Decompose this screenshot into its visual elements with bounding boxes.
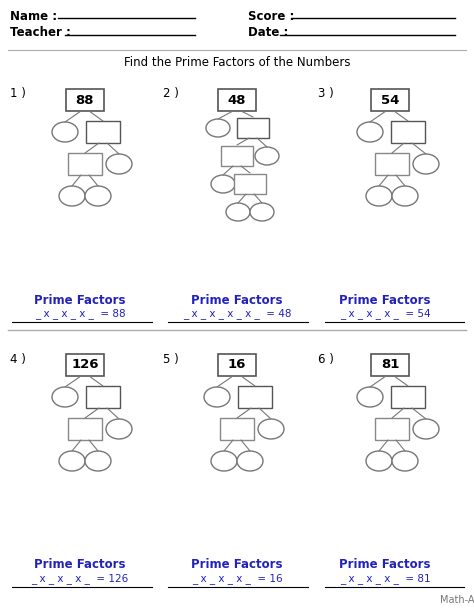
Text: _ x _ x _ x _  = 16: _ x _ x _ x _ = 16 — [191, 574, 283, 584]
Bar — [391, 121, 425, 143]
Bar — [371, 89, 409, 111]
Text: 16: 16 — [228, 359, 246, 371]
Bar — [375, 153, 409, 175]
Text: Prime Factors: Prime Factors — [339, 294, 431, 306]
Ellipse shape — [258, 419, 284, 439]
Text: 81: 81 — [381, 359, 399, 371]
Text: 54: 54 — [381, 94, 399, 107]
Ellipse shape — [52, 387, 78, 407]
Bar — [86, 386, 120, 408]
Bar — [220, 418, 254, 440]
Bar — [238, 386, 272, 408]
Text: _ x _ x _ x _  = 126: _ x _ x _ x _ = 126 — [31, 574, 128, 584]
Ellipse shape — [255, 147, 279, 165]
Ellipse shape — [366, 186, 392, 206]
Ellipse shape — [211, 451, 237, 471]
Bar — [375, 418, 409, 440]
Text: Name :: Name : — [10, 9, 57, 23]
Ellipse shape — [106, 419, 132, 439]
Text: _ x _ x _ x _  = 88: _ x _ x _ x _ = 88 — [35, 308, 125, 319]
Bar — [68, 153, 102, 175]
Ellipse shape — [237, 451, 263, 471]
Ellipse shape — [357, 387, 383, 407]
Ellipse shape — [85, 451, 111, 471]
Ellipse shape — [59, 451, 85, 471]
Ellipse shape — [106, 154, 132, 174]
Ellipse shape — [206, 119, 230, 137]
Text: Prime Factors: Prime Factors — [339, 558, 431, 571]
Text: _ x _ x _ x _  = 81: _ x _ x _ x _ = 81 — [340, 574, 430, 584]
Text: Find the Prime Factors of the Numbers: Find the Prime Factors of the Numbers — [124, 56, 350, 69]
Text: 3 ): 3 ) — [318, 88, 334, 101]
Bar — [371, 354, 409, 376]
Ellipse shape — [392, 451, 418, 471]
Text: 1 ): 1 ) — [10, 88, 26, 101]
Ellipse shape — [250, 203, 274, 221]
Bar — [218, 89, 256, 111]
Ellipse shape — [52, 122, 78, 142]
Ellipse shape — [413, 154, 439, 174]
Bar — [234, 174, 266, 194]
Text: 2 ): 2 ) — [163, 88, 179, 101]
Bar — [86, 121, 120, 143]
Ellipse shape — [204, 387, 230, 407]
Bar — [66, 89, 104, 111]
Bar — [391, 386, 425, 408]
Text: Math-Aids.Com: Math-Aids.Com — [440, 595, 474, 605]
Text: Date :: Date : — [248, 26, 288, 39]
Ellipse shape — [226, 203, 250, 221]
Ellipse shape — [392, 186, 418, 206]
Ellipse shape — [366, 451, 392, 471]
Text: 6 ): 6 ) — [318, 352, 334, 365]
Text: _ x _ x _ x _  = 54: _ x _ x _ x _ = 54 — [340, 308, 430, 319]
Ellipse shape — [59, 186, 85, 206]
Text: 5 ): 5 ) — [163, 352, 179, 365]
Text: 88: 88 — [76, 94, 94, 107]
Text: 126: 126 — [71, 359, 99, 371]
Text: Prime Factors: Prime Factors — [34, 558, 126, 571]
Text: Prime Factors: Prime Factors — [34, 294, 126, 306]
Ellipse shape — [413, 419, 439, 439]
Bar — [66, 354, 104, 376]
Text: Prime Factors: Prime Factors — [191, 558, 283, 571]
Bar — [237, 118, 269, 138]
Bar — [221, 146, 253, 166]
Text: 48: 48 — [228, 94, 246, 107]
Text: _ x _ x _ x _ x _  = 48: _ x _ x _ x _ x _ = 48 — [183, 308, 291, 319]
Text: 4 ): 4 ) — [10, 352, 26, 365]
Text: Score :: Score : — [248, 9, 294, 23]
Text: Prime Factors: Prime Factors — [191, 294, 283, 306]
Bar — [68, 418, 102, 440]
Ellipse shape — [357, 122, 383, 142]
Text: Teacher :: Teacher : — [10, 26, 71, 39]
Ellipse shape — [85, 186, 111, 206]
Ellipse shape — [211, 175, 235, 193]
Bar — [218, 354, 256, 376]
